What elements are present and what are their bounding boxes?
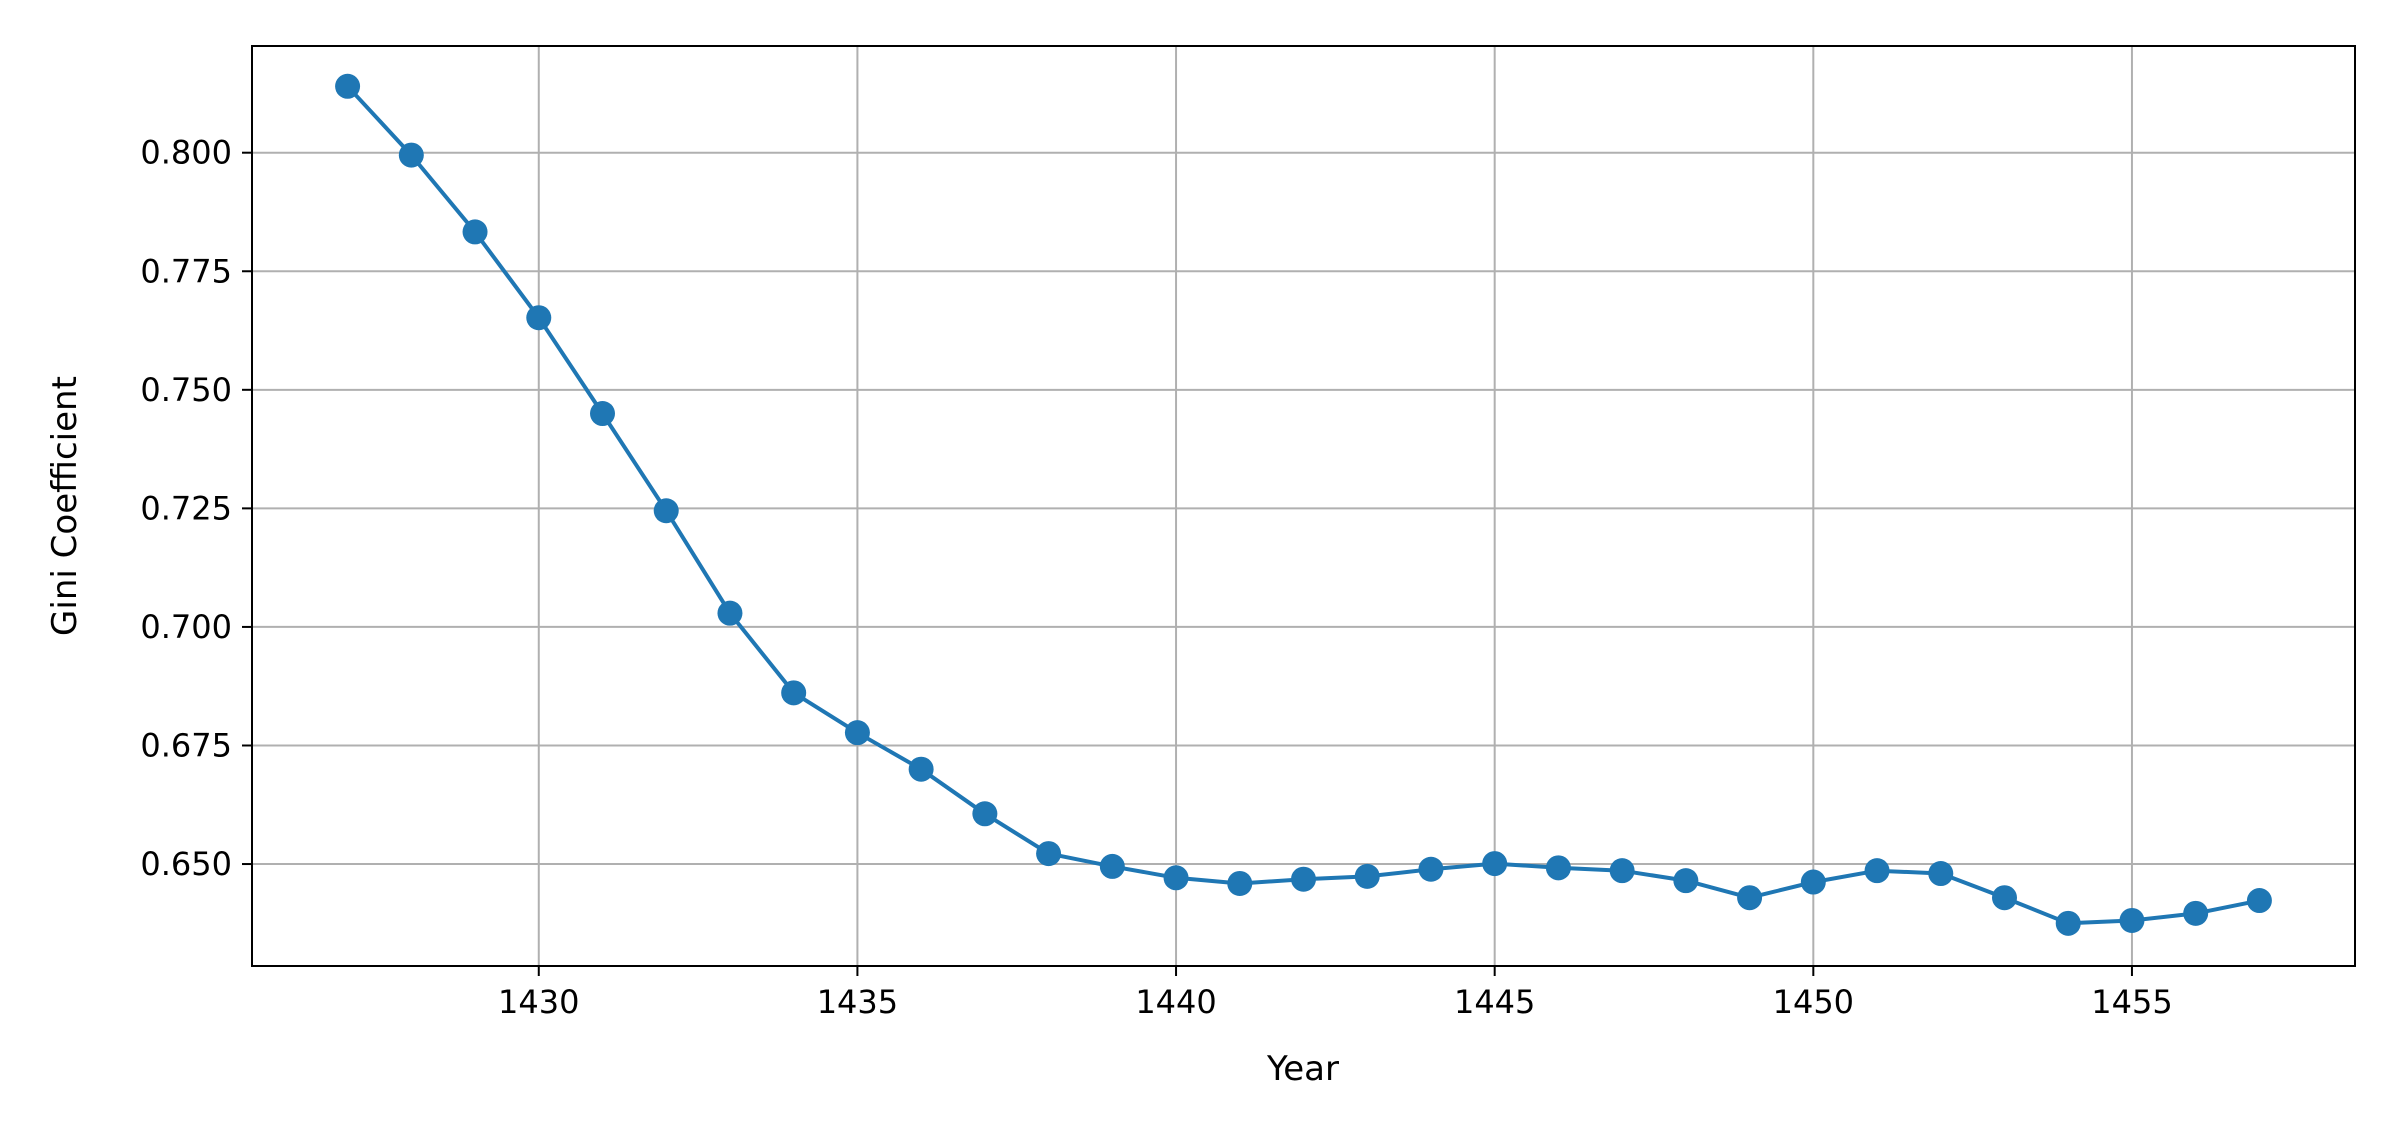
- data-point: [1992, 885, 2017, 911]
- x-axis-label: Year: [1266, 1049, 1339, 1089]
- data-point: [398, 142, 424, 168]
- data-point: [462, 219, 488, 245]
- data-point: [1928, 861, 1954, 887]
- x-tick-label: 1430: [498, 983, 579, 1021]
- data-point: [1545, 855, 1571, 881]
- data-point: [2119, 907, 2145, 933]
- series-line: [346, 84, 2260, 926]
- y-tick-label: 0.650: [140, 845, 232, 883]
- data-point: [2246, 888, 2272, 914]
- y-axis-ticks: 0.650 0.675 0.700 0.725 0.750 0.775 0.800: [140, 134, 252, 883]
- data-point: [1673, 868, 1699, 894]
- data-point: [590, 401, 615, 427]
- y-tick-label: 0.700: [140, 608, 232, 646]
- data-point: [1609, 858, 1635, 884]
- y-axis-label: Gini Coefficient: [45, 376, 85, 636]
- data-point: [1737, 885, 1763, 911]
- data-point: [335, 73, 361, 99]
- data-point: [1163, 865, 1189, 891]
- data-point: [1036, 841, 1062, 867]
- y-tick-label: 0.725: [140, 489, 232, 527]
- x-tick-label: 1455: [2091, 983, 2172, 1021]
- data-point: [1800, 869, 1826, 895]
- data-point: [908, 756, 934, 782]
- y-tick-label: 0.750: [140, 371, 232, 409]
- x-tick-label: 1440: [1135, 983, 1216, 1021]
- data-point: [717, 600, 743, 626]
- data-point: [2183, 900, 2209, 926]
- grid-lines: [252, 46, 2355, 966]
- x-tick-label: 1435: [817, 983, 898, 1021]
- data-point: [781, 680, 807, 706]
- data-point: [1482, 851, 1508, 877]
- data-point: [1418, 856, 1444, 882]
- data-point: [526, 305, 552, 331]
- x-axis-ticks: 1430 1435 1440 1445 1450 1455: [498, 966, 2173, 1021]
- series-group: [335, 73, 2272, 936]
- y-tick-label: 0.800: [140, 134, 232, 172]
- data-point: [2055, 910, 2081, 936]
- x-tick-label: 1450: [1773, 983, 1854, 1021]
- data-point: [1864, 858, 1890, 884]
- y-tick-label: 0.675: [140, 726, 232, 764]
- data-point: [844, 720, 870, 746]
- x-tick-label: 1445: [1454, 983, 1535, 1021]
- data-point: [1099, 853, 1125, 879]
- plot-frame: [251, 45, 2356, 967]
- data-point: [653, 498, 679, 524]
- data-point: [972, 801, 998, 827]
- y-tick-label: 0.775: [140, 252, 232, 290]
- data-point: [1227, 870, 1253, 896]
- data-point: [1354, 863, 1380, 889]
- data-point: [1291, 866, 1316, 892]
